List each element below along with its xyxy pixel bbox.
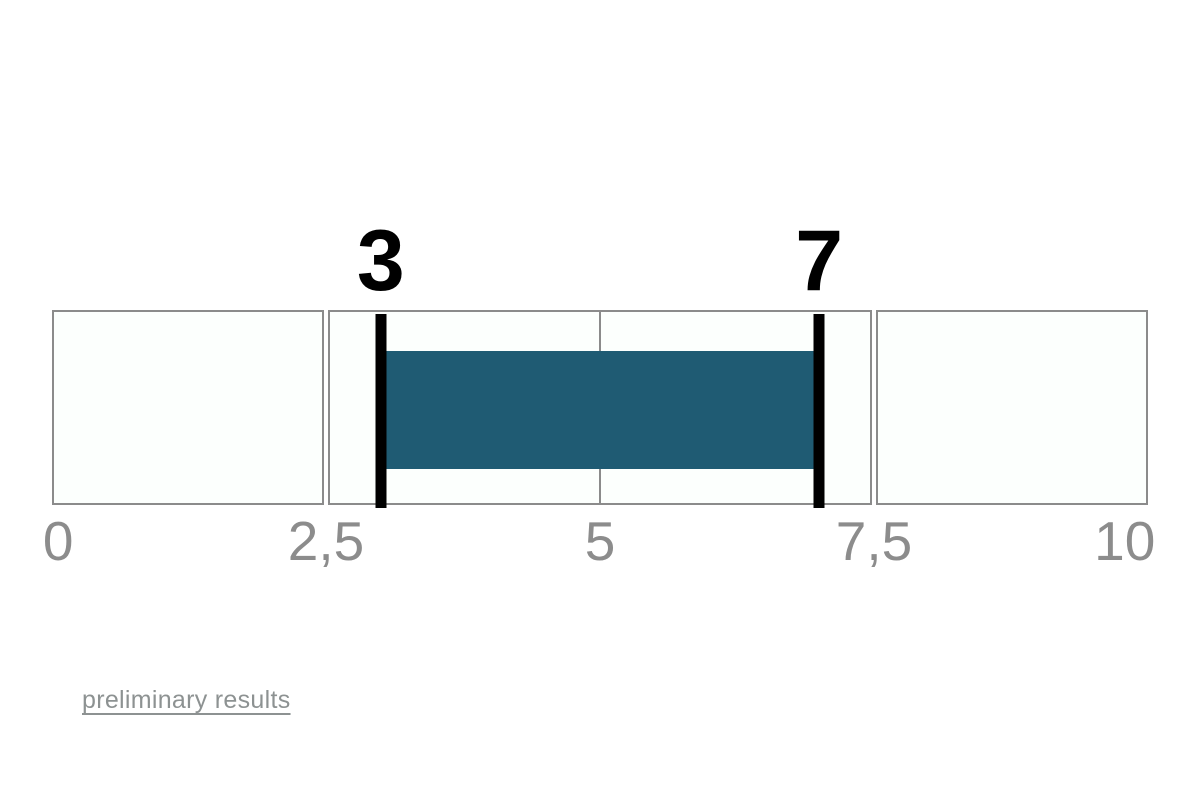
axis-tick-label-2.5: 2,5: [287, 510, 365, 572]
preliminary-results-link[interactable]: preliminary results: [82, 686, 291, 714]
range-low-value-label: 3: [356, 212, 405, 309]
axis-tick-label-7.5: 7,5: [835, 510, 913, 572]
range-high-marker: [813, 314, 825, 508]
range-low-marker: [375, 314, 387, 508]
range-fill-bar: [380, 351, 820, 469]
axis-tick-label-0: 0: [42, 510, 74, 572]
range-chart-plot-area: 3 7 0 2,5 5 7,5 10: [43, 217, 1156, 568]
scale-segment-0-2.5: [52, 310, 324, 505]
axis-tick-label-10: 10: [1094, 510, 1156, 572]
scale-segment-7.5-10: [876, 310, 1148, 505]
axis-tick-label-5: 5: [584, 510, 616, 572]
range-high-value-label: 7: [795, 212, 844, 309]
